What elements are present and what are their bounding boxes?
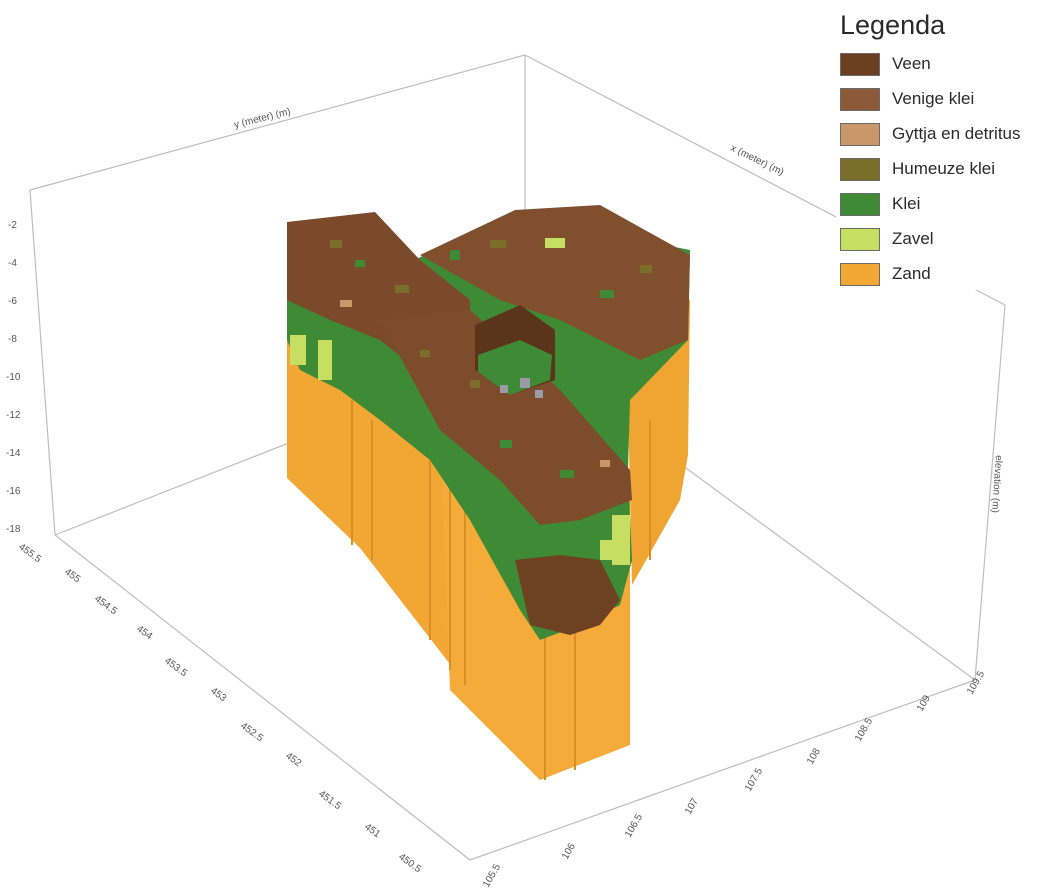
left-axis: 455.5 455 454.5 454 453.5 453 452.5 452 …: [16, 542, 423, 876]
left-axis-tick: 455.5: [16, 542, 43, 566]
right-axis-tick: 107.5: [743, 766, 765, 794]
right-axis-tick: 105.5: [481, 862, 503, 890]
legend-swatch: [840, 158, 880, 181]
right-axis-tick: 107: [683, 796, 701, 816]
elevation-axis: -2 -4 -6 -8 -10 -12 -14 -16 -18: [6, 220, 21, 535]
legend-item: Gyttja en detritus: [840, 123, 1040, 149]
elevation-tick: -16: [6, 486, 21, 497]
elevation-axis-label: elevation (m): [989, 455, 1004, 513]
back-right-axis-label: x (meter) (m): [729, 143, 786, 178]
left-axis-tick: 455: [62, 567, 82, 586]
legend-item: Klei: [840, 193, 1040, 219]
left-axis-tick: 454.5: [92, 594, 119, 618]
legend-label: Gyttja en detritus: [892, 124, 1021, 143]
right-axis-tick: 108: [805, 746, 823, 766]
elevation-tick: -2: [8, 220, 17, 231]
elevation-tick: -4: [8, 258, 17, 269]
legend-swatch: [840, 123, 880, 146]
legend-label: Humeuze klei: [892, 159, 995, 178]
legend-swatch: [840, 228, 880, 251]
legend-item: Zand: [840, 263, 1040, 289]
right-axis-tick: 106: [560, 841, 578, 861]
legend-swatch: [840, 88, 880, 111]
legend: Legenda Veen Venige klei Gyttja en detritu…: [836, 8, 1041, 290]
left-axis-tick: 453.5: [162, 656, 189, 680]
geological-block: [287, 205, 690, 780]
elevation-tick: -14: [6, 448, 21, 459]
legend-label: Veen: [892, 54, 931, 73]
legend-item: Humeuze klei: [840, 158, 1040, 184]
elevation-tick: -6: [8, 296, 17, 307]
left-axis-tick: 454: [134, 624, 154, 643]
legend-swatch: [840, 53, 880, 76]
elevation-tick: -8: [8, 334, 17, 345]
legend-label: Venige klei: [892, 89, 975, 108]
legend-swatch: [840, 193, 880, 216]
legend-swatch: [840, 263, 880, 286]
left-axis-tick: 450.5: [396, 852, 423, 876]
legend-label: Zavel: [892, 229, 934, 248]
legend-title: Legenda: [840, 10, 946, 40]
peat-layer-right: [420, 205, 690, 360]
legend-item: Venige klei: [840, 88, 1040, 114]
left-axis-tick: 451.5: [316, 789, 343, 813]
surface-texture: [330, 238, 652, 478]
legend-item: Veen: [840, 53, 1040, 79]
left-axis-tick: 453: [208, 686, 228, 705]
column-lines: [351, 400, 651, 780]
left-axis-tick: 451: [362, 822, 382, 841]
elevation-tick: -10: [6, 372, 21, 383]
right-axis-tick: 108.5: [853, 716, 875, 744]
elevation-tick: -12: [6, 410, 21, 421]
legend-label: Klei: [892, 194, 921, 213]
peat-lower-band: [515, 555, 620, 635]
legend-label: Zand: [892, 264, 931, 283]
legend-item: Zavel: [840, 228, 1040, 254]
right-axis-tick: 106.5: [623, 812, 645, 840]
left-axis-tick: 452.5: [238, 721, 265, 745]
elevation-tick: -18: [6, 524, 21, 535]
pit-floor: [478, 340, 552, 395]
left-axis-tick: 452: [283, 751, 303, 770]
